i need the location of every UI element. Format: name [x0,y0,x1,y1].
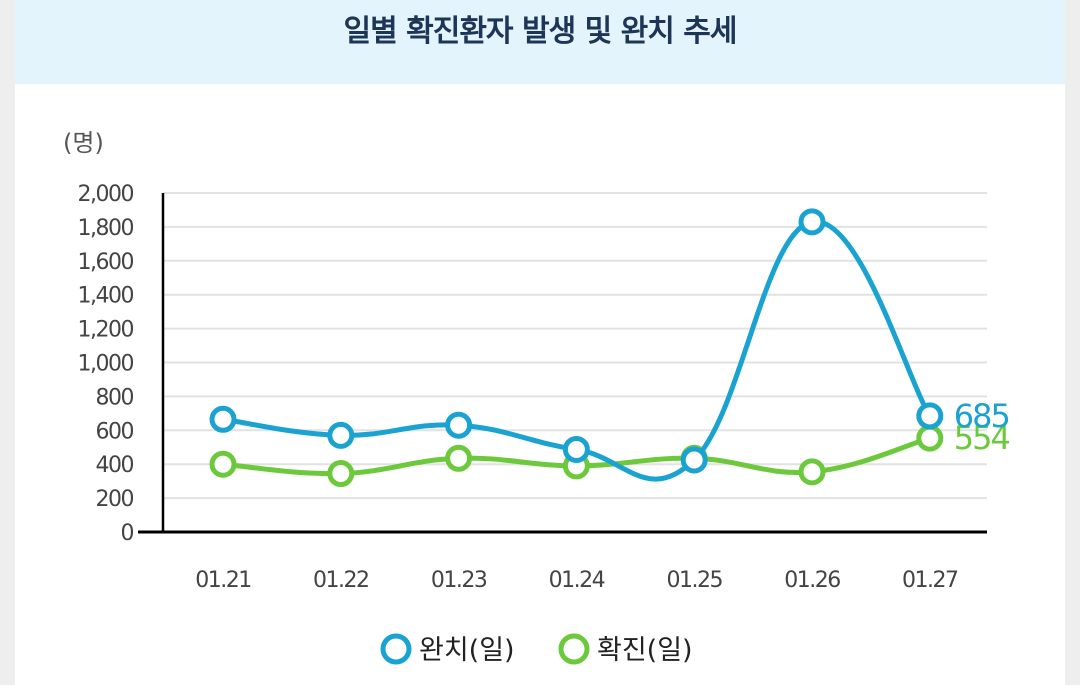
x-tick-label-01.23: 01.23 [431,568,487,593]
data-point-1-01.26 [798,208,826,236]
x-tick-label-01.26: 01.26 [784,568,840,593]
legend-item-2: 확진(일) [558,633,693,666]
y-axis-unit-label: (명) [63,129,104,157]
data-point-2-01.21 [209,450,237,478]
y-tick-label-1000: 1,000 [78,352,134,377]
legend-marker-1 [380,633,412,665]
data-point-2-01.23 [445,444,473,472]
data-point-1-01.27 [916,402,944,430]
end-value-label-2: 554 [954,419,1010,457]
y-tick-label-800: 800 [96,385,134,410]
legend-item-1: 완치(일) [380,633,515,666]
x-tick-label-01.21: 01.21 [195,568,250,593]
x-axis-ticks: 01.21 01.22 01.23 01.24 01.25 01.26 01.27 [195,568,959,593]
y-axis-ticks: 0 200 400 600 800 1,000 1,200 1,400 1,600 1,800 2,… [78,182,135,546]
y-tick-label-0: 0 [121,521,134,546]
data-point-1-01.23 [445,411,473,439]
x-tick-label-01.27: 01.27 [902,568,958,593]
x-tick-label-01.25: 01.25 [666,568,722,593]
end-value-label-1: 685 [954,397,1009,435]
data-point-1-01.21 [209,405,237,433]
chart-header: 일별 확진환자 발생 및 완치 추세 [15,0,1065,84]
y-tick-label-600: 600 [96,419,134,444]
y-tick-label-2000: 2,000 [78,182,134,207]
series-line-1 [220,219,933,482]
data-point-2-01.22 [327,460,355,488]
data-point-2-01.27 [916,424,944,452]
data-point-1-01.24 [562,435,590,463]
chart-card [15,0,1065,685]
data-point-2-01.26 [798,458,826,486]
data-point-1-01.25 [680,446,708,474]
y-tick-label-1400: 1,400 [78,284,134,309]
y-tick-label-200: 200 [96,487,134,512]
legend-label-2: 확진(일) [597,635,693,666]
series-2: 554 [209,419,1012,488]
data-point-1-01.22 [327,421,355,449]
y-tick-label-1200: 1,200 [78,318,134,343]
legend-label-1: 완치(일) [419,635,515,666]
x-tick-label-01.22: 01.22 [313,568,368,593]
legend-marker-2 [558,633,590,665]
y-tick-label-1600: 1,600 [78,250,134,275]
x-tick-label-01.24: 01.24 [549,568,605,593]
legend: 완치(일) 확진(일) [380,633,693,666]
series-1: 685 [209,208,1011,482]
y-tick-label-400: 400 [96,453,134,478]
y-tick-label-1800: 1,800 [78,216,134,241]
chart-title: 일별 확진환자 발생 및 완치 추세 [343,14,737,49]
